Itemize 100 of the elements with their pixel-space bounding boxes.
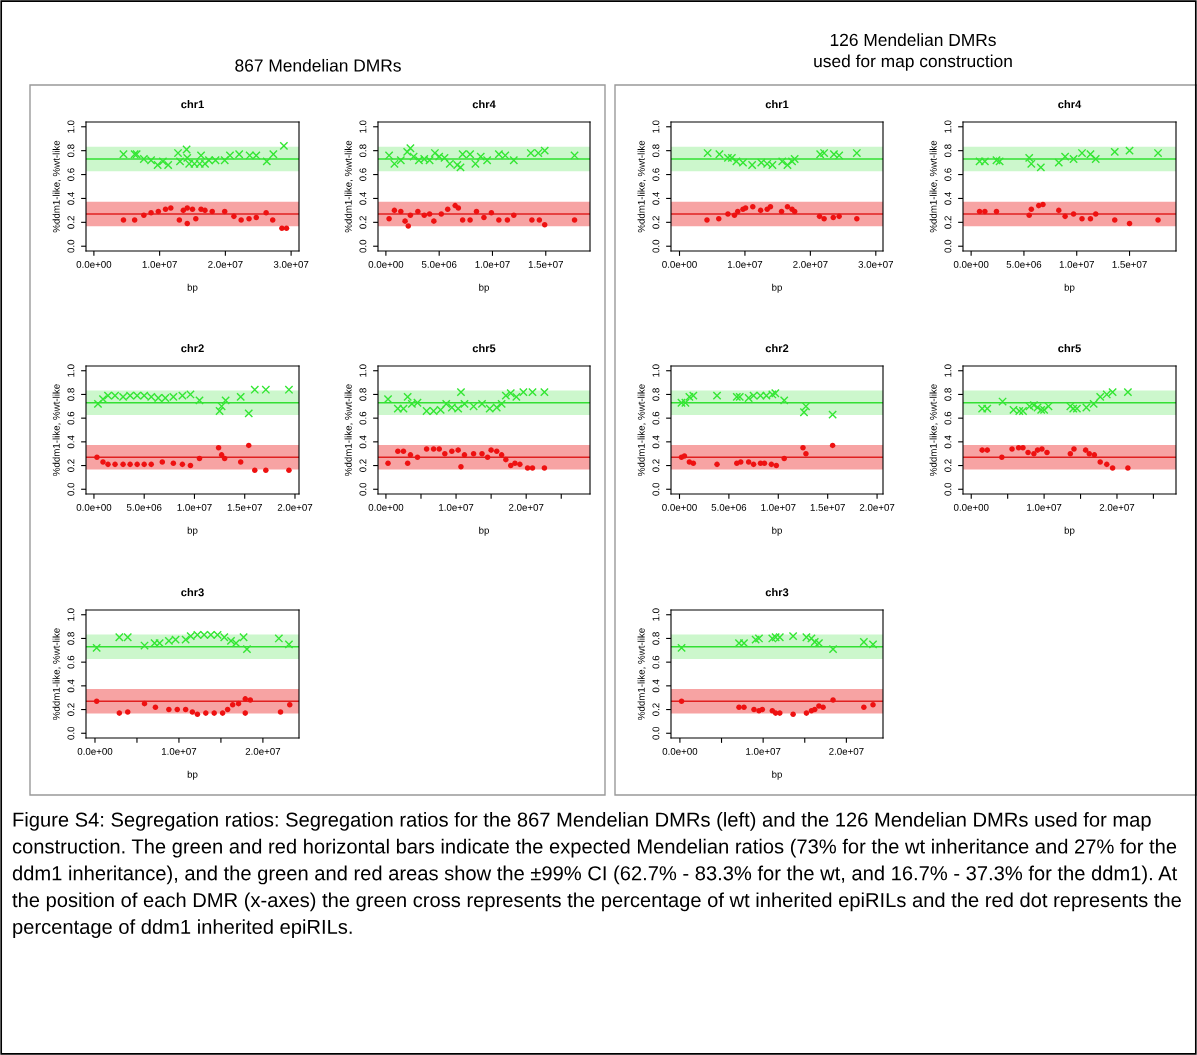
point <box>821 215 827 222</box>
y-tick-label: 1.0 <box>67 364 75 377</box>
point <box>484 454 491 461</box>
point <box>120 217 127 223</box>
point <box>512 460 518 466</box>
point <box>1125 465 1131 471</box>
point <box>386 215 392 222</box>
point <box>703 148 713 158</box>
point <box>820 704 826 710</box>
point <box>277 709 284 715</box>
point <box>407 452 414 458</box>
x-tick-label: 2.0e+07 <box>859 503 895 511</box>
point <box>242 644 252 654</box>
point <box>242 696 249 702</box>
point <box>467 217 473 223</box>
y-tick-label: 0.0 <box>652 726 660 740</box>
point <box>741 704 747 710</box>
point <box>455 447 461 453</box>
point <box>481 214 487 221</box>
point <box>263 210 269 216</box>
y-tick-label: 0.2 <box>652 459 660 472</box>
point <box>140 641 149 650</box>
y-tick-label: 0.4 <box>67 679 75 693</box>
x-tick-label: 1.0e+07 <box>161 747 197 755</box>
point <box>119 149 128 159</box>
point <box>678 698 685 705</box>
x-tick-label: 5.0e+06 <box>421 260 457 268</box>
point <box>1125 146 1134 156</box>
point <box>189 709 196 715</box>
x-tick-label: 0.0e+00 <box>662 260 697 268</box>
point <box>504 217 511 223</box>
point <box>407 212 414 218</box>
point <box>506 388 516 398</box>
point <box>509 155 519 165</box>
point <box>767 204 774 210</box>
point <box>100 459 106 465</box>
point <box>274 634 284 643</box>
x-tick-label: 2.0e+07 <box>208 260 243 268</box>
point <box>529 465 536 471</box>
point <box>127 461 133 468</box>
point <box>1111 217 1118 223</box>
point <box>476 152 486 162</box>
point <box>231 213 237 220</box>
text: 867 Mendelian DMRs <box>235 58 401 72</box>
point <box>731 212 738 218</box>
point <box>415 208 421 215</box>
y-tick-label: 0.6 <box>652 655 660 669</box>
point <box>131 217 138 223</box>
point <box>242 710 249 716</box>
point <box>788 631 798 641</box>
point <box>511 212 517 218</box>
point <box>459 217 466 223</box>
x-tick-label: 1.0e+07 <box>727 260 763 268</box>
x-tick-label: 1.0e+07 <box>475 260 510 268</box>
point <box>999 454 1005 461</box>
point <box>176 217 183 223</box>
point <box>120 461 126 468</box>
point <box>221 396 230 405</box>
point <box>187 462 194 469</box>
point <box>470 450 477 457</box>
point <box>229 702 236 708</box>
point <box>218 452 225 458</box>
y-axis-title: %ddm1-like, %wt-like <box>344 384 353 476</box>
chart-title: chr1 <box>765 100 789 109</box>
point <box>268 149 278 159</box>
y-axis-title: %ddm1-like, %wt-like <box>52 384 61 476</box>
y-tick-label: 1.0 <box>652 120 660 133</box>
point <box>215 406 224 416</box>
y-tick-label: 0.2 <box>652 216 660 229</box>
y-tick-label: 0.8 <box>652 632 660 645</box>
point <box>734 208 741 215</box>
point <box>688 391 698 400</box>
point <box>444 206 451 212</box>
point <box>174 706 181 713</box>
point <box>423 446 430 452</box>
point <box>403 392 413 402</box>
point <box>141 212 147 218</box>
point <box>852 148 862 158</box>
point <box>224 706 231 713</box>
point <box>725 211 731 217</box>
point <box>541 465 548 471</box>
point <box>471 159 480 169</box>
point <box>438 211 445 217</box>
point <box>829 442 836 449</box>
point <box>1024 153 1034 163</box>
point <box>253 214 260 221</box>
y-axis-title: %ddm1-like, %wt-like <box>344 140 353 233</box>
point <box>496 217 502 223</box>
y-tick-label: 0.4 <box>67 435 75 449</box>
point <box>196 455 203 462</box>
point <box>803 710 810 716</box>
point <box>781 455 787 462</box>
y-tick-label: 0.6 <box>359 168 367 181</box>
x-tick-label: 0.0e+00 <box>953 503 989 511</box>
point <box>202 207 208 214</box>
point <box>221 455 228 462</box>
point <box>196 151 206 160</box>
point <box>203 710 209 716</box>
point <box>995 157 1005 166</box>
point <box>677 643 686 653</box>
